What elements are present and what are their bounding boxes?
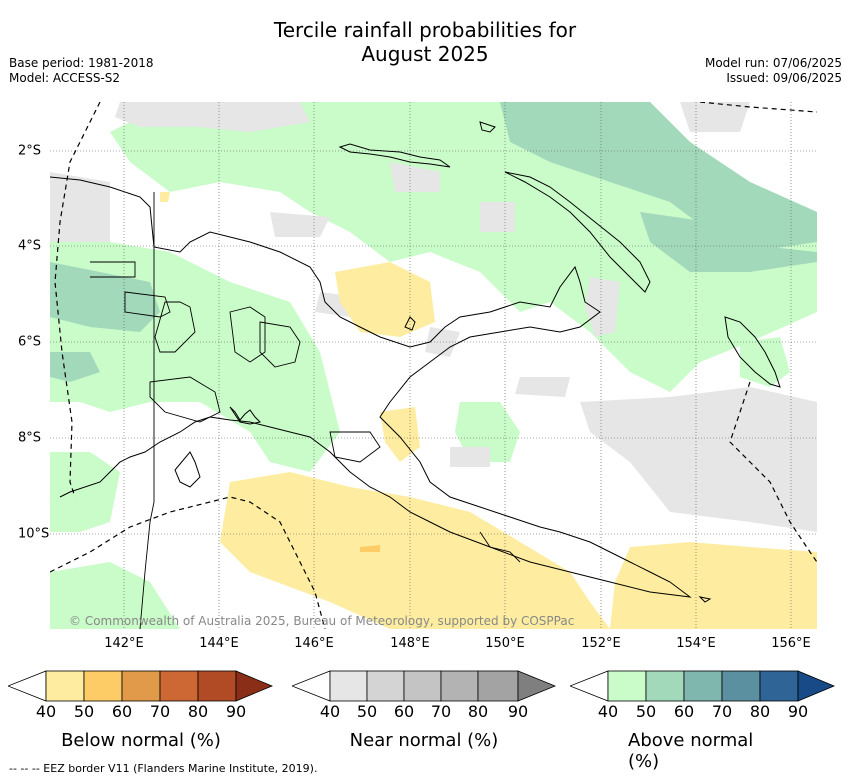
colorbar-tick: 40 — [35, 702, 57, 721]
model-run: Model run: 07/06/2025 — [704, 56, 842, 70]
colorbar-segment — [759, 670, 799, 702]
colorbar-segment — [517, 670, 557, 702]
colorbar-tick: 50 — [73, 702, 95, 721]
x-tick: 150°E — [485, 636, 525, 651]
model-name: Model: ACCESS-S2 — [9, 71, 121, 85]
colorbar-tick: 90 — [225, 702, 247, 721]
colorbar-segment — [403, 670, 442, 702]
colorbar-near-title: Near normal (%) — [349, 730, 499, 751]
y-tick: 2°S — [18, 143, 42, 159]
colorbar-near-normal — [290, 670, 558, 706]
colorbar-tick: 80 — [467, 702, 489, 721]
colorbar-below-normal — [6, 670, 274, 706]
colorbar-segment — [197, 670, 237, 702]
colorbar-segment — [645, 670, 685, 702]
colorbar-segment — [607, 670, 647, 702]
colorbar-tick: 80 — [187, 702, 209, 721]
y-tick: 10°S — [18, 526, 50, 542]
x-tick: 154°E — [676, 636, 716, 651]
eez-footer-note: -- -- -- EEZ border V11 (Flanders Marine… — [9, 762, 318, 775]
colorbar-segment — [6, 670, 47, 702]
colorbar-tick: 50 — [635, 702, 657, 721]
below-normal-areas — [160, 192, 817, 629]
colorbar-segment — [159, 670, 199, 702]
colorbar-tick: 60 — [111, 702, 133, 721]
x-tick: 146°E — [294, 636, 334, 651]
meta-right: Model run: 07/06/2025 Issued: 09/06/2025 — [705, 56, 842, 86]
colorbar-near-svg — [290, 670, 557, 702]
x-tick: 144°E — [199, 636, 239, 651]
colorbar-tick: 90 — [507, 702, 529, 721]
map-title: Tercile rainfall probabilities for Augus… — [0, 18, 850, 66]
near-normal-areas — [50, 102, 817, 532]
colorbar-segment — [45, 670, 85, 702]
colorbar-tick: 60 — [393, 702, 415, 721]
colorbar-segment — [797, 670, 836, 702]
colorbar-tick: 40 — [597, 702, 619, 721]
eez-borders — [50, 102, 817, 629]
y-tick: 6°S — [18, 334, 42, 350]
x-tick: 142°E — [104, 636, 144, 651]
colorbar-tick: 40 — [319, 702, 341, 721]
colorbar-above-svg — [568, 670, 836, 702]
map-panel — [50, 102, 817, 629]
colorbar-segment — [121, 670, 161, 702]
colorbar-segment — [290, 670, 331, 702]
colorbar-segment — [329, 670, 368, 702]
colorbar-segment — [477, 670, 519, 702]
base-period: Base period: 1981-2018 — [9, 56, 154, 70]
gridlines — [50, 102, 817, 629]
colorbar-tick: 50 — [356, 702, 378, 721]
y-tick: 8°S — [18, 430, 42, 446]
colorbar-segment — [568, 670, 609, 702]
meta-left: Base period: 1981-2018 Model: ACCESS-S2 — [9, 56, 154, 86]
x-tick: 148°E — [390, 636, 430, 651]
colorbar-segment — [83, 670, 123, 702]
x-tick: 152°E — [581, 636, 621, 651]
colorbar-below-svg — [6, 670, 274, 702]
colorbar-segment — [683, 670, 723, 702]
colorbar-tick: 70 — [149, 702, 171, 721]
map-svg — [50, 102, 817, 629]
colorbar-segment — [366, 670, 405, 702]
copyright-notice: © Commonwealth of Australia 2025, Bureau… — [69, 614, 575, 628]
above-normal-strong-areas — [50, 102, 817, 382]
colorbar-segment — [235, 670, 274, 702]
borders — [90, 192, 521, 629]
colorbar-segment — [440, 670, 479, 702]
colorbar-segment — [721, 670, 761, 702]
x-tick: 156°E — [771, 636, 811, 651]
colorbar-tick: 60 — [673, 702, 695, 721]
colorbar-tick: 80 — [749, 702, 771, 721]
colorbar-above-title: Above normal (%) — [628, 730, 754, 772]
colorbar-tick: 70 — [430, 702, 452, 721]
coastlines — [50, 121, 781, 603]
title-line-2: August 2025 — [361, 42, 489, 66]
issued-date: Issued: 09/06/2025 — [726, 71, 842, 85]
colorbar-below-title: Below normal (%) — [61, 730, 221, 751]
colorbar-tick: 90 — [787, 702, 809, 721]
below-normal-strong-areas — [360, 545, 380, 552]
title-line-1: Tercile rainfall probabilities for — [273, 18, 577, 42]
colorbar-above-normal — [568, 670, 836, 706]
colorbar-tick: 70 — [711, 702, 733, 721]
y-tick: 4°S — [18, 238, 42, 254]
